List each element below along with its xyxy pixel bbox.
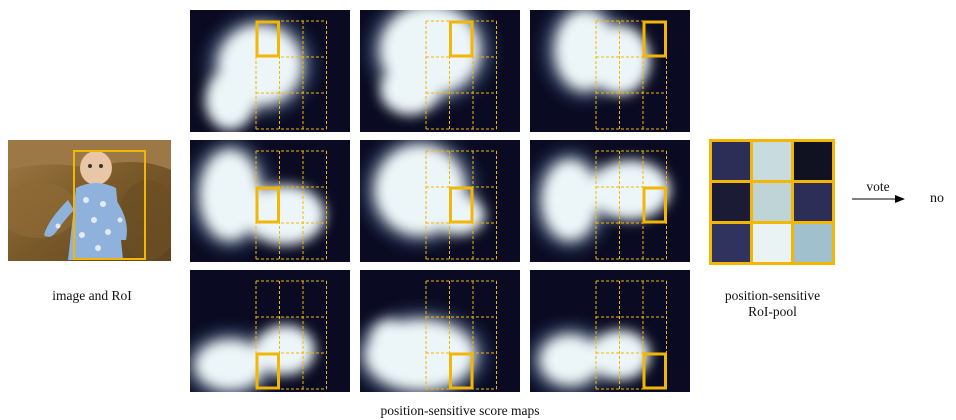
- highlighted-bin: [449, 186, 474, 224]
- image-caption: image and RoI: [52, 288, 132, 303]
- score-map-1-0: [190, 140, 350, 262]
- score-map-0-2: [530, 10, 690, 132]
- score-map-2-2: [530, 270, 690, 392]
- score-map-1-1: [360, 140, 520, 262]
- highlighted-bin: [642, 186, 667, 224]
- input-image: [8, 140, 171, 261]
- pooled-cell-2-0: [709, 221, 753, 265]
- pool-caption-line1: position-sensitive: [724, 288, 821, 303]
- highlighted-bin: [255, 352, 280, 390]
- highlighted-bin: [642, 20, 667, 58]
- score-map-2-1: [360, 270, 520, 392]
- pooled-cell-2-2: [791, 221, 835, 265]
- pooled-cell-1-1: [750, 180, 794, 224]
- score-map-1-2: [530, 140, 690, 262]
- highlighted-bin: [449, 20, 474, 58]
- pooled-cell-1-0: [709, 180, 753, 224]
- pooled-cell-2-1: [750, 221, 794, 265]
- pool-caption-line2: RoI-pool: [748, 304, 797, 319]
- highlighted-bin: [255, 20, 280, 58]
- result-label: no: [930, 191, 944, 206]
- roi-box: [73, 150, 146, 260]
- pooled-cell-1-2: [791, 180, 835, 224]
- score-map-0-0: [190, 10, 350, 132]
- score-maps-caption: position-sensitive score maps: [380, 403, 540, 418]
- pooled-grid: [709, 139, 835, 265]
- highlighted-bin: [255, 186, 280, 224]
- vote-label: vote: [866, 179, 890, 194]
- score-map-2-0: [190, 270, 350, 392]
- highlighted-bin: [642, 352, 667, 390]
- score-map-0-1: [360, 10, 520, 132]
- vote-arrow: [851, 193, 907, 205]
- pooled-cell-0-2: [791, 139, 835, 183]
- highlighted-bin: [449, 352, 474, 390]
- pooled-cell-0-1: [750, 139, 794, 183]
- pooled-cell-0-0: [709, 139, 753, 183]
